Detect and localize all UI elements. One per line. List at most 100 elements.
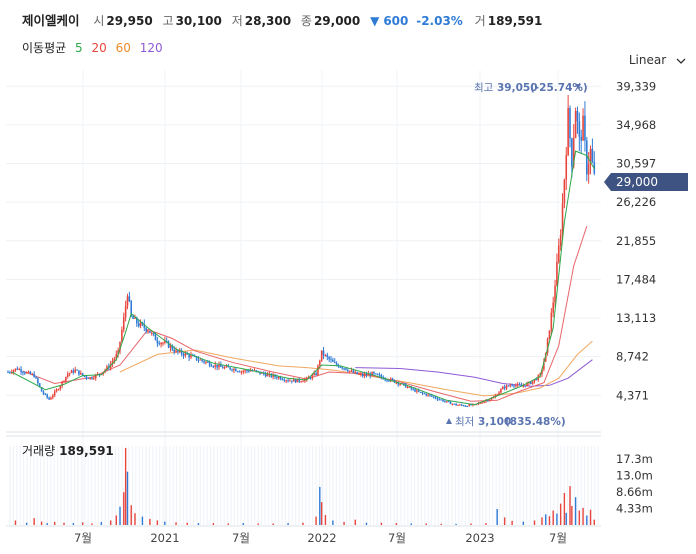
candle[interactable] <box>587 151 590 184</box>
candle[interactable] <box>37 377 39 386</box>
volume-bar[interactable] <box>109 520 112 525</box>
candle[interactable] <box>421 391 424 395</box>
candle[interactable] <box>580 129 582 154</box>
candle[interactable] <box>205 361 207 365</box>
volume-bar[interactable] <box>53 521 56 525</box>
candle[interactable] <box>126 293 129 310</box>
candle[interactable] <box>22 370 24 376</box>
candle[interactable] <box>322 346 325 360</box>
candle[interactable] <box>242 369 245 375</box>
volume-bar[interactable] <box>380 522 383 525</box>
volume-bar[interactable] <box>302 522 304 525</box>
candle[interactable] <box>516 382 519 388</box>
candle[interactable] <box>128 291 131 303</box>
candle[interactable] <box>167 340 170 349</box>
candle[interactable] <box>451 403 454 406</box>
candle[interactable] <box>509 383 512 388</box>
volume-bar[interactable] <box>100 521 103 525</box>
volume-bar[interactable] <box>589 509 592 525</box>
candle[interactable] <box>80 370 82 375</box>
volume-bar[interactable] <box>343 521 345 525</box>
candle[interactable] <box>369 371 372 379</box>
candle[interactable] <box>358 372 360 376</box>
candle[interactable] <box>9 370 11 374</box>
candlestick-series[interactable] <box>7 94 596 408</box>
candle[interactable] <box>87 377 90 379</box>
volume-bar[interactable] <box>511 520 513 525</box>
candle[interactable] <box>147 329 149 334</box>
candle[interactable] <box>453 403 456 405</box>
candle[interactable] <box>417 388 420 393</box>
candle[interactable] <box>559 229 562 251</box>
candle[interactable] <box>18 367 21 371</box>
volume-bar[interactable] <box>14 520 17 525</box>
candle[interactable] <box>423 392 426 395</box>
candle[interactable] <box>25 371 28 374</box>
volume-bar[interactable] <box>565 512 567 525</box>
candle[interactable] <box>360 371 362 377</box>
candle[interactable] <box>380 373 383 380</box>
candle[interactable] <box>106 364 108 372</box>
scale-mode-dropdown[interactable]: Linear <box>629 53 686 67</box>
volume-bar[interactable] <box>552 510 554 525</box>
candle[interactable] <box>149 331 151 334</box>
candle[interactable] <box>48 396 50 400</box>
candle[interactable] <box>343 367 345 371</box>
candle[interactable] <box>578 112 581 152</box>
candle[interactable] <box>160 341 162 348</box>
ma-20-legend[interactable]: 20 <box>91 41 107 55</box>
volume-bar[interactable] <box>503 517 506 525</box>
candle[interactable] <box>531 381 534 385</box>
candle[interactable] <box>76 369 78 371</box>
volume-bar[interactable] <box>242 523 244 525</box>
candle[interactable] <box>438 397 441 401</box>
volume-bar[interactable] <box>522 521 525 525</box>
candle[interactable] <box>203 360 205 365</box>
candle[interactable] <box>585 137 588 182</box>
volume-bar[interactable] <box>287 523 289 525</box>
volume-bar[interactable] <box>455 523 457 525</box>
candle[interactable] <box>466 405 469 408</box>
volume-bar[interactable] <box>541 517 543 525</box>
candle[interactable] <box>234 367 237 372</box>
candle[interactable] <box>584 101 586 152</box>
candle[interactable] <box>29 370 32 375</box>
volume-bar[interactable] <box>559 503 562 525</box>
candle[interactable] <box>216 364 218 371</box>
volume-bar[interactable] <box>533 520 536 525</box>
candle[interactable] <box>218 361 220 370</box>
candle[interactable] <box>7 370 9 374</box>
volume-bar[interactable] <box>578 510 581 525</box>
candle[interactable] <box>70 369 73 374</box>
candle[interactable] <box>158 340 161 346</box>
candle[interactable] <box>567 94 569 157</box>
candle[interactable] <box>589 145 592 175</box>
candle[interactable] <box>330 356 332 363</box>
candle[interactable] <box>333 358 336 364</box>
candle[interactable] <box>121 326 123 344</box>
candle[interactable] <box>55 388 58 393</box>
candle[interactable] <box>459 403 461 406</box>
volume-bar[interactable] <box>130 505 132 525</box>
candle[interactable] <box>419 391 422 393</box>
candle[interactable] <box>98 373 101 377</box>
candle[interactable] <box>46 393 49 399</box>
volume-bar[interactable] <box>25 522 28 525</box>
candle[interactable] <box>576 106 579 134</box>
candle[interactable] <box>296 379 299 383</box>
candle[interactable] <box>212 365 215 369</box>
candle[interactable] <box>272 372 274 380</box>
candle[interactable] <box>298 377 301 384</box>
candle[interactable] <box>231 368 233 372</box>
candle[interactable] <box>556 253 558 287</box>
volume-bar[interactable] <box>134 513 136 525</box>
candle[interactable] <box>557 238 560 264</box>
candle[interactable] <box>507 385 510 387</box>
candle[interactable] <box>550 308 553 334</box>
candle[interactable] <box>354 370 357 374</box>
candle[interactable] <box>292 377 295 382</box>
candle[interactable] <box>347 368 349 373</box>
candle[interactable] <box>447 400 450 403</box>
volume-bar[interactable] <box>63 522 65 525</box>
candle[interactable] <box>455 402 457 406</box>
